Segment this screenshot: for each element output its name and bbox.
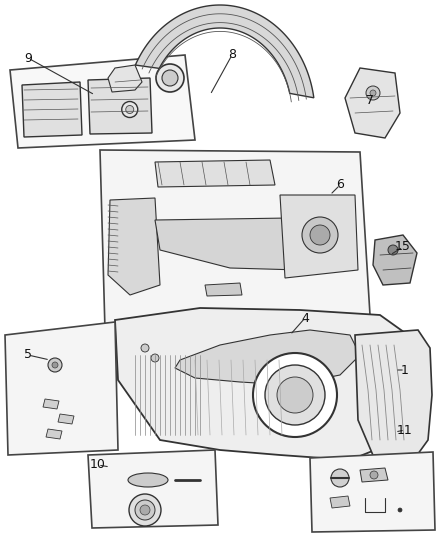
Circle shape bbox=[277, 377, 313, 413]
Polygon shape bbox=[155, 218, 310, 270]
Circle shape bbox=[129, 494, 161, 526]
Text: 11: 11 bbox=[397, 424, 413, 437]
Circle shape bbox=[398, 508, 402, 512]
Circle shape bbox=[48, 358, 62, 372]
Text: 4: 4 bbox=[301, 311, 309, 325]
Circle shape bbox=[52, 362, 58, 368]
Polygon shape bbox=[88, 78, 152, 134]
Polygon shape bbox=[355, 330, 432, 460]
Polygon shape bbox=[108, 65, 142, 92]
Polygon shape bbox=[58, 414, 74, 424]
Circle shape bbox=[135, 500, 155, 520]
Polygon shape bbox=[373, 235, 417, 285]
Text: 6: 6 bbox=[336, 179, 344, 191]
Polygon shape bbox=[10, 55, 195, 148]
Circle shape bbox=[265, 365, 325, 425]
Circle shape bbox=[388, 245, 398, 255]
Polygon shape bbox=[360, 468, 388, 482]
Polygon shape bbox=[330, 496, 350, 508]
Polygon shape bbox=[100, 150, 370, 330]
Polygon shape bbox=[345, 68, 400, 138]
Polygon shape bbox=[205, 283, 242, 296]
Polygon shape bbox=[5, 322, 118, 455]
Polygon shape bbox=[135, 5, 314, 98]
Text: 8: 8 bbox=[228, 49, 236, 61]
Circle shape bbox=[122, 101, 138, 117]
Polygon shape bbox=[43, 399, 59, 409]
Circle shape bbox=[302, 217, 338, 253]
Circle shape bbox=[370, 90, 376, 96]
Text: 1: 1 bbox=[401, 364, 409, 376]
Circle shape bbox=[370, 471, 378, 479]
Text: 7: 7 bbox=[366, 93, 374, 107]
Circle shape bbox=[140, 505, 150, 515]
Polygon shape bbox=[175, 330, 360, 385]
Text: 5: 5 bbox=[24, 349, 32, 361]
Polygon shape bbox=[46, 429, 62, 439]
Circle shape bbox=[151, 354, 159, 362]
Circle shape bbox=[310, 225, 330, 245]
Ellipse shape bbox=[128, 473, 168, 487]
Polygon shape bbox=[88, 450, 218, 528]
Circle shape bbox=[366, 86, 380, 100]
Polygon shape bbox=[280, 195, 358, 278]
Circle shape bbox=[156, 64, 184, 92]
Circle shape bbox=[141, 344, 149, 352]
Text: 9: 9 bbox=[24, 52, 32, 64]
Polygon shape bbox=[115, 308, 418, 460]
Circle shape bbox=[162, 70, 178, 86]
Circle shape bbox=[331, 469, 349, 487]
Polygon shape bbox=[310, 452, 435, 532]
Circle shape bbox=[126, 106, 134, 114]
Circle shape bbox=[253, 353, 337, 437]
Polygon shape bbox=[155, 160, 275, 187]
Polygon shape bbox=[22, 82, 82, 137]
Text: 15: 15 bbox=[395, 240, 411, 254]
Text: 10: 10 bbox=[90, 458, 106, 472]
Polygon shape bbox=[108, 198, 160, 295]
